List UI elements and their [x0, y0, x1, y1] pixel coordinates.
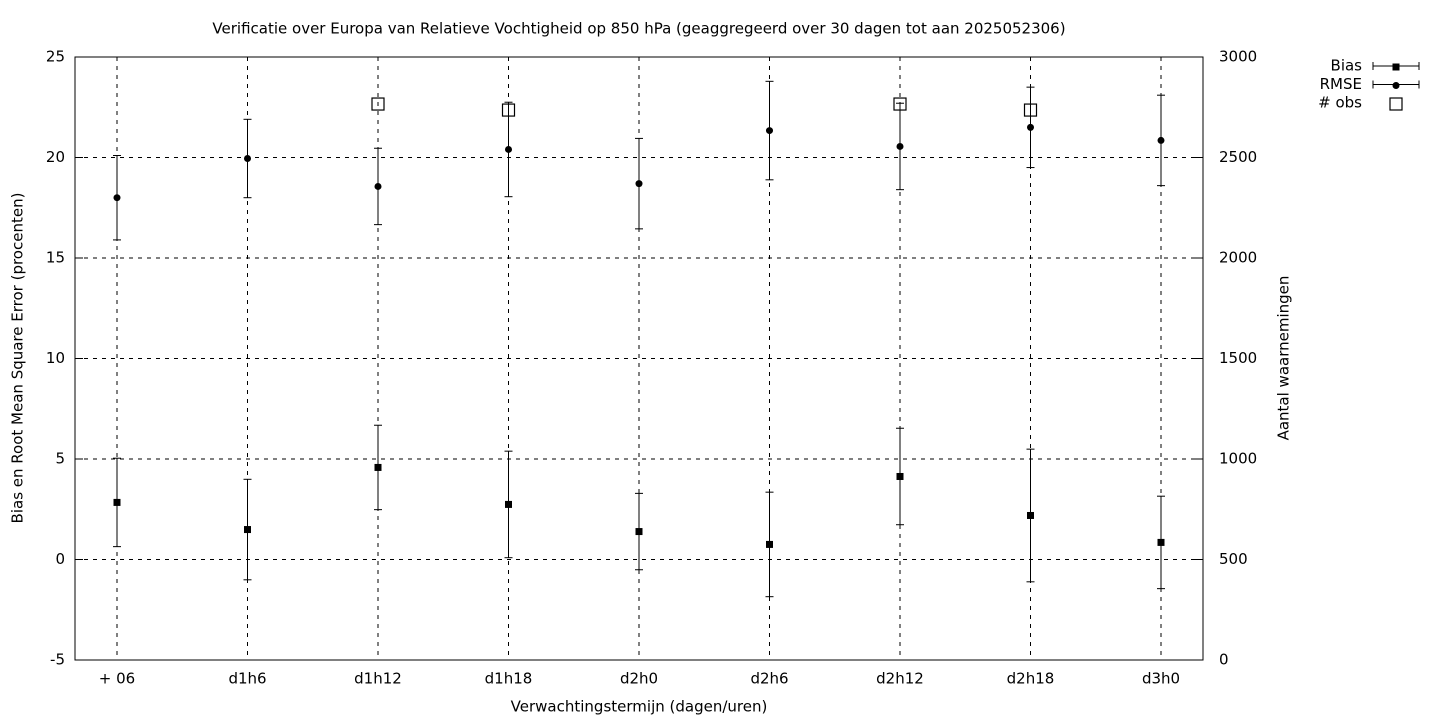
y2-tick-label: 2500 [1219, 148, 1257, 166]
chart-title: Verificatie over Europa van Relatieve Vo… [212, 20, 1065, 38]
y2-tick-label: 0 [1219, 651, 1229, 669]
y-tick-label: 5 [55, 450, 65, 468]
x-tick-label: d2h12 [876, 670, 924, 688]
legend-label: Bias [1331, 57, 1363, 75]
x-tick-label: d2h0 [620, 670, 658, 688]
marker [635, 180, 643, 188]
y2-tick-label: 1500 [1219, 349, 1257, 367]
marker [371, 97, 385, 111]
marker [1157, 136, 1165, 144]
y-tick-label: 10 [46, 349, 65, 367]
y-tick-label: 20 [46, 148, 65, 166]
marker [501, 103, 516, 117]
x-tick-label: d1h6 [228, 670, 266, 688]
x-tick-label: d2h6 [750, 670, 788, 688]
marker [244, 155, 251, 163]
legend-marker [1389, 97, 1403, 111]
y2-tick-label: 500 [1219, 550, 1248, 568]
y-tick-label: 25 [46, 48, 65, 66]
x-tick-label: d1h12 [354, 670, 402, 688]
marker [766, 540, 773, 548]
marker [505, 145, 512, 153]
marker [113, 498, 121, 506]
marker [374, 463, 382, 471]
marker [505, 500, 512, 508]
marker [1157, 538, 1165, 546]
x-tick-label: + 06 [99, 670, 135, 688]
x-axis-label: Verwachtingstermijn (dagen/uren) [511, 698, 768, 716]
y-tick-label: 15 [46, 249, 65, 267]
x-tick-label: d1h18 [485, 670, 533, 688]
marker [113, 194, 121, 202]
y2-tick-label: 1000 [1219, 450, 1257, 468]
marker [374, 182, 382, 190]
marker [244, 526, 251, 534]
legend-marker [1392, 82, 1400, 89]
marker [1027, 123, 1034, 131]
legend-label: RMSE [1320, 75, 1362, 93]
y-tick-label: -5 [50, 651, 65, 669]
x-tick-label: d2h18 [1007, 670, 1055, 688]
y2-tick-label: 2000 [1219, 249, 1257, 267]
y2-tick-label: 3000 [1219, 48, 1257, 66]
marker [766, 127, 773, 135]
y-axis-label: Bias en Root Mean Square Error (procente… [9, 193, 27, 524]
marker [893, 97, 907, 111]
marker [1027, 511, 1034, 519]
y-tick-label: 0 [55, 550, 65, 568]
x-tick-label: d3h0 [1142, 670, 1180, 688]
marker [1023, 103, 1038, 117]
legend-marker [1392, 63, 1400, 71]
marker [896, 142, 904, 150]
marker [896, 472, 904, 480]
marker [635, 528, 643, 536]
plot-frame [74, 56, 1204, 661]
y2-axis-label: Aantal waarnemingen [1275, 276, 1293, 441]
legend-label: # obs [1318, 94, 1362, 112]
